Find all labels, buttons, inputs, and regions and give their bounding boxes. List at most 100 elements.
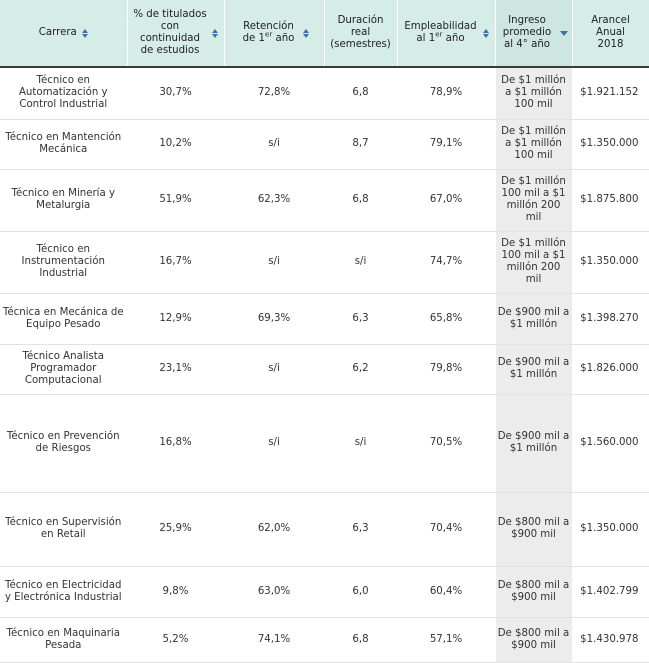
cell-retencion: 63,0% [224,566,325,618]
sort-up-down-icon[interactable] [302,28,309,38]
col-header-label: Ingreso promedio al 4° año [502,15,552,50]
cell-arancel: $1.350.000 [572,231,649,294]
sort-desc-icon[interactable] [560,30,568,36]
cell-carrera: Técnica en Mecánica de Equipo Pesado [0,293,128,345]
cell-arancel: $1.826.000 [572,344,649,395]
cell-arancel: $1.875.800 [572,169,649,232]
cell-duracion: 6,8 [324,67,398,120]
cell-arancel: $1.430.978 [572,617,649,663]
cell-ingreso: De $900 mil a $1 millón [495,394,573,493]
cell-retencion: s/i [224,344,325,395]
cell-ingreso: De $1 millón 100 mil a $1 millón 200 mil [495,231,573,294]
cell-carrera: Técnico en Prevención de Riesgos [0,394,128,493]
cell-empleabilidad: 67,0% [397,169,496,232]
cell-retencion: 74,1% [224,617,325,663]
cell-duracion: 6,8 [324,617,398,663]
cell-duracion: 6,3 [324,492,398,567]
cell-arancel: $1.402.799 [572,566,649,618]
cell-empleabilidad: 78,9% [397,67,496,120]
table-row: Técnico en Automatización y Control Indu… [0,67,649,120]
cell-titulados: 10,2% [127,119,225,170]
cell-carrera: Técnico en Automatización y Control Indu… [0,67,128,120]
table-row: Técnico en Prevención de Riesgos 16,8% s… [0,394,649,493]
cell-carrera: Técnico en Supervisión en Retail [0,492,128,567]
cell-carrera: Técnico en Electricidad y Electrónica In… [0,566,128,618]
cell-ingreso: De $1 millón a $1 millón 100 mil [495,119,573,170]
cell-titulados: 5,2% [127,617,225,663]
cell-retencion: 72,8% [224,67,325,120]
table-row: Técnico en Mantención Mecánica 10,2% s/i… [0,119,649,170]
cell-arancel: $1.560.000 [572,394,649,493]
cell-duracion: 6,3 [324,293,398,345]
table-header-row: Carrera % de titulados con continuidad d… [0,0,649,68]
col-header-duracion[interactable]: Duración real (semestres) [324,0,398,68]
col-header-retencion[interactable]: Retención de 1er año [224,0,325,68]
cell-retencion: s/i [224,394,325,493]
table-row: Técnico en Instrumentación Industrial 16… [0,231,649,294]
sort-up-down-icon[interactable] [212,28,218,38]
cell-duracion: s/i [324,394,398,493]
table-row: Técnico en Maquinaria Pesada 5,2% 74,1% … [0,617,649,663]
cell-ingreso: De $1 millón 100 mil a $1 millón 200 mil [495,169,573,232]
cell-titulados: 30,7% [127,67,225,120]
cell-duracion: 6,0 [324,566,398,618]
col-header-label: Duración real (semestres) [330,15,391,50]
cell-empleabilidad: 79,1% [397,119,496,170]
cell-retencion: s/i [224,231,325,294]
cell-ingreso: De $800 mil a $900 mil [495,566,573,618]
col-header-carrera[interactable]: Carrera [0,0,128,68]
cell-titulados: 25,9% [127,492,225,567]
table-row: Técnico Analista Programador Computacion… [0,344,649,395]
col-header-label: Empleabilidad al 1er año [404,21,477,44]
cell-empleabilidad: 79,8% [397,344,496,395]
cell-carrera: Técnico en Minería y Metalurgia [0,169,128,232]
cell-carrera: Técnico Analista Programador Computacion… [0,344,128,395]
col-header-label: % de titulados con continuidad de estudi… [133,9,207,56]
col-header-ingreso[interactable]: Ingreso promedio al 4° año [495,0,573,68]
cell-retencion: 69,3% [224,293,325,345]
cell-ingreso: De $1 millón a $1 millón 100 mil [495,67,573,120]
cell-empleabilidad: 57,1% [397,617,496,663]
cell-arancel: $1.921.152 [572,67,649,120]
cell-arancel: $1.398.270 [572,293,649,345]
cell-empleabilidad: 70,5% [397,394,496,493]
cell-empleabilidad: 65,8% [397,293,496,345]
cell-duracion: 6,8 [324,169,398,232]
col-header-label: Retención de 1er año [242,21,295,44]
sort-up-down-icon[interactable] [81,28,88,38]
cell-titulados: 16,7% [127,231,225,294]
cell-retencion: 62,0% [224,492,325,567]
table-row: Técnico en Electricidad y Electrónica In… [0,566,649,618]
col-header-empleabilidad[interactable]: Empleabilidad al 1er año [397,0,496,68]
cell-duracion: s/i [324,231,398,294]
cell-titulados: 51,9% [127,169,225,232]
cell-ingreso: De $800 mil a $900 mil [495,492,573,567]
cell-titulados: 12,9% [127,293,225,345]
col-header-label: Arancel Anual 2018 [591,15,630,50]
cell-empleabilidad: 70,4% [397,492,496,567]
col-header-titulados[interactable]: % de titulados con continuidad de estudi… [127,0,225,68]
cell-carrera: Técnico en Instrumentación Industrial [0,231,128,294]
cell-retencion: 62,3% [224,169,325,232]
cell-ingreso: De $900 mil a $1 millón [495,293,573,345]
cell-ingreso: De $900 mil a $1 millón [495,344,573,395]
col-header-label: Carrera [38,27,77,38]
cell-carrera: Técnico en Maquinaria Pesada [0,617,128,663]
cell-titulados: 23,1% [127,344,225,395]
cell-duracion: 8,7 [324,119,398,170]
cell-ingreso: De $800 mil a $900 mil [495,617,573,663]
cell-empleabilidad: 74,7% [397,231,496,294]
cell-empleabilidad: 60,4% [397,566,496,618]
cell-arancel: $1.350.000 [572,492,649,567]
cell-duracion: 6,2 [324,344,398,395]
table-row: Técnico en Minería y Metalurgia 51,9% 62… [0,169,649,232]
cell-titulados: 16,8% [127,394,225,493]
table-row: Técnica en Mecánica de Equipo Pesado 12,… [0,293,649,345]
cell-carrera: Técnico en Mantención Mecánica [0,119,128,170]
table-row: Técnico en Supervisión en Retail 25,9% 6… [0,492,649,567]
sort-up-down-icon[interactable] [482,28,489,38]
cell-titulados: 9,8% [127,566,225,618]
col-header-arancel[interactable]: Arancel Anual 2018 [572,0,649,68]
cell-retencion: s/i [224,119,325,170]
